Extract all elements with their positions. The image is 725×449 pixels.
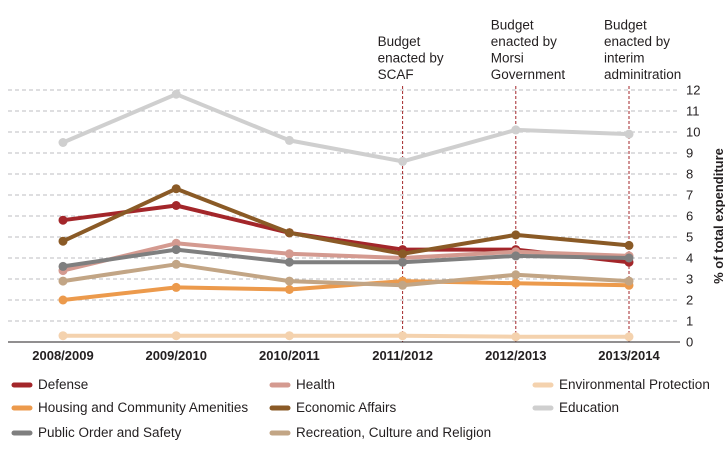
data-point-recreation-culture-and-religion <box>398 280 408 290</box>
x-tick-label: 2011/2012 <box>372 348 433 363</box>
y-tick-label: 8 <box>686 167 693 182</box>
data-point-environmental-protection <box>624 332 634 342</box>
data-point-public-order-and-safety <box>398 257 408 267</box>
y-tick-label: 6 <box>686 209 693 224</box>
annotation-label: Budget enacted by Morsi Government <box>491 18 566 83</box>
data-point-housing-and-community-amenities <box>284 285 294 294</box>
y-tick-label: 11 <box>686 104 700 119</box>
data-point-environmental-protection <box>511 332 521 342</box>
data-point-housing-and-community-amenities <box>511 278 521 288</box>
y-tick-label: 7 <box>686 188 693 203</box>
y-tick-label: 4 <box>686 251 693 266</box>
annotations: Budget enacted by SCAF Budget enacted by Mors… <box>378 18 681 342</box>
y-tick-label: 12 <box>686 83 700 98</box>
annotation-label: Budget enacted by interim adminitration <box>604 18 681 83</box>
data-point-health <box>284 249 294 259</box>
y-tick-label: 10 <box>686 125 700 140</box>
y-tick-label: 0 <box>686 335 693 350</box>
y-tick-label: 1 <box>686 314 693 329</box>
data-point-health <box>171 238 181 248</box>
legend-label: Housing and Community Amenities <box>38 400 248 415</box>
data-point-economic-affairs <box>171 184 181 194</box>
data-point-education <box>58 138 68 147</box>
data-point-economic-affairs <box>624 240 634 250</box>
data-point-recreation-culture-and-religion <box>58 276 68 286</box>
y-tick-label: 9 <box>686 146 693 161</box>
x-tick-label: 2009/2010 <box>145 348 206 363</box>
data-point-recreation-culture-and-religion <box>624 276 634 286</box>
data-point-economic-affairs <box>398 249 408 259</box>
series-lines <box>58 89 634 342</box>
legend-label: Economic Affairs <box>296 400 397 415</box>
data-point-recreation-culture-and-religion <box>171 259 181 269</box>
legend: Defense Health Environmental Protection Hou… <box>11 377 710 440</box>
series-line-recreation-culture-and-religion <box>61 262 631 288</box>
legend-label: Education <box>559 400 619 415</box>
legend-label: Defense <box>38 377 88 392</box>
data-point-environmental-protection <box>171 331 181 341</box>
x-tick-label: 2012/2013 <box>485 348 546 363</box>
data-point-defense <box>171 201 181 210</box>
x-tick-label: 2010/2011 <box>259 348 320 363</box>
data-point-public-order-and-safety <box>284 257 294 267</box>
data-point-education <box>511 125 521 135</box>
series-line-economic-affairs <box>61 186 631 256</box>
data-point-economic-affairs <box>284 228 294 238</box>
legend-label: Recreation, Culture and Religion <box>296 425 491 440</box>
y-tick-label: 3 <box>686 272 693 287</box>
data-point-public-order-and-safety <box>58 261 68 271</box>
y-tick-label: 5 <box>686 230 693 245</box>
data-point-housing-and-community-amenities <box>58 295 68 305</box>
data-point-recreation-culture-and-religion <box>284 276 294 286</box>
series-line-environmental-protection <box>61 333 631 339</box>
legend-label: Environmental Protection <box>559 377 710 392</box>
data-point-housing-and-community-amenities <box>171 282 181 292</box>
data-point-defense <box>58 215 68 225</box>
x-axis: 2008/2009 2009/2010 2010/2011 2011/2012 2012… <box>8 341 680 363</box>
x-tick-label: 2008/2009 <box>32 348 93 363</box>
series-line-health <box>61 241 631 273</box>
legend-label: Health <box>296 377 335 392</box>
series-line-education <box>61 92 631 164</box>
data-point-education <box>284 135 294 145</box>
data-point-environmental-protection <box>284 331 294 341</box>
y-axis-title: % of total expenditure <box>711 148 725 284</box>
x-tick-label: 2013/2014 <box>598 348 660 363</box>
data-point-economic-affairs <box>511 230 521 240</box>
data-point-education <box>398 156 408 166</box>
annotation-label: Budget enacted by SCAF <box>378 34 444 82</box>
y-tick-label: 2 <box>686 293 693 308</box>
data-point-economic-affairs <box>58 236 68 246</box>
data-point-education <box>171 89 181 99</box>
data-point-public-order-and-safety <box>624 253 634 263</box>
series-line-housing-and-community-amenities <box>61 279 631 302</box>
legend-label: Public Order and Safety <box>38 425 182 440</box>
data-point-recreation-culture-and-religion <box>511 270 521 280</box>
data-point-education <box>624 129 634 139</box>
data-point-public-order-and-safety <box>511 251 521 261</box>
series-line-public-order-and-safety <box>61 247 631 269</box>
data-point-environmental-protection <box>58 331 68 341</box>
data-point-public-order-and-safety <box>171 245 181 255</box>
data-point-environmental-protection <box>398 331 408 341</box>
